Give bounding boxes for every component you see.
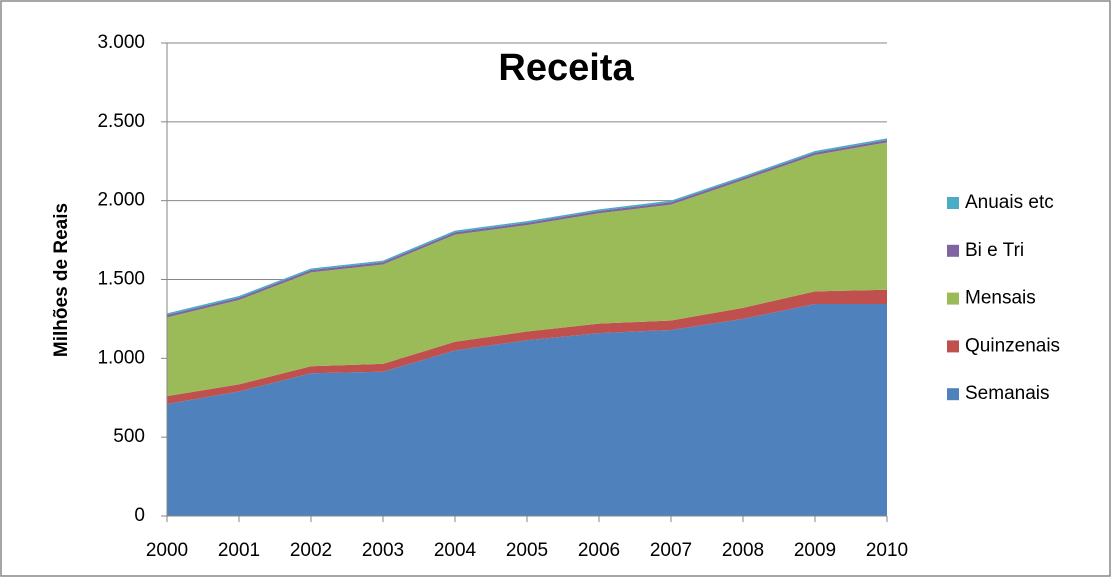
legend-label: Quinzenais xyxy=(965,335,1060,356)
area xyxy=(167,142,887,397)
x-tick-label: 2004 xyxy=(434,540,477,561)
y-tick-label: 2.000 xyxy=(97,190,145,211)
legend-label: Bi e Tri xyxy=(965,240,1024,261)
x-tick-label: 2006 xyxy=(578,540,620,561)
legend-label: Semanais xyxy=(965,383,1050,404)
x-tick-label: 2000 xyxy=(146,540,188,561)
x-tick-label: 2003 xyxy=(362,540,404,561)
legend-swatch xyxy=(947,340,959,353)
chart-title: Receita xyxy=(498,47,634,89)
area xyxy=(167,289,887,405)
legend-label: Anuais etc xyxy=(965,192,1054,213)
y-tick-label: 0 xyxy=(134,505,145,526)
x-tick-label: 2002 xyxy=(290,540,332,561)
area xyxy=(167,303,887,516)
x-tick-label: 2010 xyxy=(866,540,908,561)
legend-swatch xyxy=(947,244,959,257)
legend-label: Mensais xyxy=(965,288,1036,309)
legend-swatch xyxy=(947,388,959,401)
y-tick-label: 500 xyxy=(113,426,145,447)
y-tick-label: 1.500 xyxy=(97,269,145,290)
y-axis-label: Milhões de Reais xyxy=(51,203,72,357)
x-tick-label: 2007 xyxy=(650,540,692,561)
x-tick-label: 2001 xyxy=(218,540,260,561)
legend-swatch xyxy=(947,197,959,209)
legend-swatch xyxy=(947,292,959,305)
y-tick-label: 3.000 xyxy=(97,32,145,53)
y-tick-label: 1.000 xyxy=(97,347,145,368)
x-tick-label: 2009 xyxy=(794,540,836,561)
x-tick-label: 2005 xyxy=(506,540,548,561)
area xyxy=(167,139,887,318)
area xyxy=(167,138,887,315)
x-tick-label: 2008 xyxy=(722,540,764,561)
y-tick-label: 2.500 xyxy=(97,111,145,132)
